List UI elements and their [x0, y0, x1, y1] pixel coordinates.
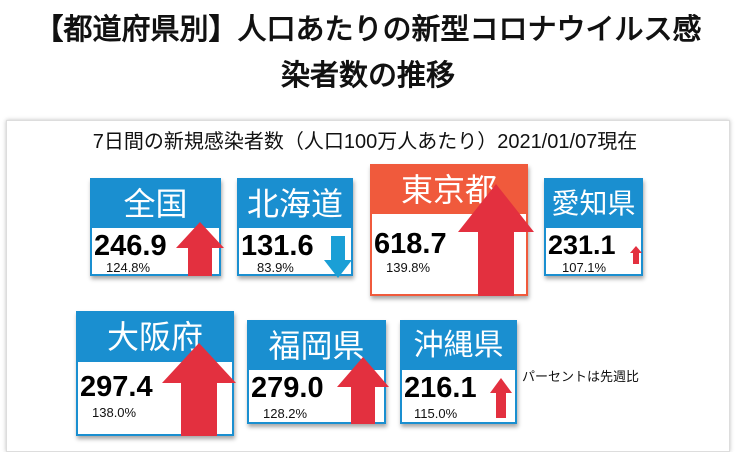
arrow-up-icon: [458, 184, 534, 296]
arrow-down-icon: [324, 236, 352, 278]
card-percent: 128.2%: [263, 406, 308, 421]
card-percent: 115.0%: [414, 406, 458, 421]
card-value: 279.0: [251, 372, 324, 404]
card-title: 北海道: [239, 180, 351, 228]
arrow-up-icon: [337, 357, 389, 424]
card-title: 福岡県: [249, 322, 384, 370]
card-value: 297.4: [80, 371, 153, 403]
card-okinawa: 沖縄県 216.1 115.0%: [400, 320, 517, 424]
card-national: 全国 246.9 124.8%: [90, 178, 224, 276]
arrow-up-icon: [162, 343, 236, 436]
page-title-line2: 染者数の推移: [280, 58, 455, 92]
card-percent: 107.1%: [562, 260, 607, 275]
card-title: 東京都: [372, 166, 526, 214]
card-value: 231.1: [548, 230, 616, 260]
card-percent: 138.0%: [92, 405, 137, 420]
card-percent: 139.8%: [386, 260, 431, 275]
arrow-up-icon: [176, 222, 224, 276]
card-osaka: 大阪府 297.4 138.0%: [76, 311, 236, 436]
card-value: 216.1: [404, 372, 477, 404]
card-value: 131.6: [241, 230, 314, 262]
card-title: 全国: [92, 180, 219, 228]
card-value: 246.9: [94, 230, 167, 262]
card-tokyo: 東京都 618.7 139.8%: [370, 164, 534, 296]
card-value: 618.7: [374, 228, 447, 260]
card-percent: 124.8%: [106, 260, 151, 275]
arrow-up-icon: [630, 246, 642, 264]
percent-note: パーセントは先週比: [522, 369, 640, 384]
card-title: 愛知県: [546, 180, 641, 228]
card-aichi: 愛知県 231.1 107.1%: [544, 178, 643, 276]
card-title: 沖縄県: [402, 322, 515, 370]
arrow-up-icon: [490, 378, 512, 418]
panel-subtitle: 7日間の新規感染者数（人口100万人あたり）2021/01/07現在: [92, 131, 638, 153]
card-percent: 83.9%: [257, 260, 294, 275]
page-title-line1: 【都道府県別】人口あたりの新型コロナウイルス感: [34, 12, 702, 46]
card-fukuoka: 福岡県 279.0 128.2%: [247, 320, 389, 424]
card-hokkaido: 北海道 131.6 83.9%: [237, 178, 353, 278]
